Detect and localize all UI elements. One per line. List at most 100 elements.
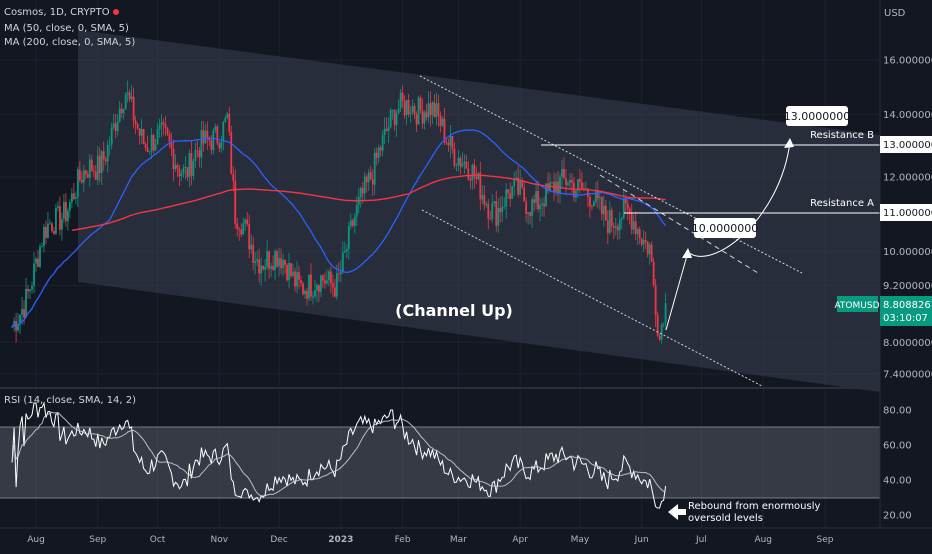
candle[interactable] [523, 181, 526, 202]
candle[interactable] [118, 101, 121, 123]
candle[interactable] [232, 166, 235, 192]
candles[interactable] [11, 80, 667, 344]
candle[interactable] [168, 130, 171, 148]
candle[interactable] [658, 333, 661, 342]
candle[interactable] [218, 141, 221, 152]
candle[interactable] [116, 114, 119, 136]
candle[interactable] [612, 222, 615, 239]
candle[interactable] [132, 87, 135, 129]
candle[interactable] [148, 151, 151, 155]
candle[interactable] [451, 135, 454, 154]
candle[interactable] [184, 156, 187, 180]
candle[interactable] [419, 95, 422, 114]
candle[interactable] [594, 182, 597, 206]
candle[interactable] [136, 122, 139, 130]
candle[interactable] [216, 124, 219, 146]
candle[interactable] [381, 130, 384, 157]
target-callout-10[interactable]: 10.0000000 [692, 218, 758, 238]
candle[interactable] [497, 198, 500, 233]
candle[interactable] [284, 258, 286, 274]
candle[interactable] [642, 230, 645, 252]
candle[interactable] [373, 147, 376, 195]
candle[interactable] [427, 91, 430, 124]
candle[interactable] [463, 154, 466, 174]
candle[interactable] [325, 269, 328, 286]
candle[interactable] [405, 99, 408, 125]
candle[interactable] [100, 150, 103, 185]
candle[interactable] [39, 243, 41, 269]
candle[interactable] [166, 127, 169, 136]
candle[interactable] [499, 196, 502, 223]
candle[interactable] [389, 107, 392, 129]
candle[interactable] [72, 182, 75, 201]
candle[interactable] [409, 105, 412, 123]
candle[interactable] [391, 109, 394, 120]
time-axis[interactable]: Aug Sep Oct Nov Dec 2023 Feb Mar Apr May Jun Jul Aug… [27, 535, 834, 545]
candle[interactable] [385, 117, 388, 132]
candle[interactable] [320, 274, 322, 298]
candle[interactable] [156, 123, 159, 145]
candle[interactable] [290, 262, 292, 279]
candle[interactable] [333, 279, 336, 298]
candle[interactable] [190, 141, 193, 186]
candle[interactable] [453, 142, 456, 169]
candle[interactable] [98, 147, 101, 183]
candle[interactable] [493, 201, 496, 207]
candle[interactable] [644, 231, 647, 249]
candle[interactable] [41, 242, 43, 248]
candle[interactable] [399, 88, 402, 113]
candle[interactable] [461, 152, 464, 168]
candle[interactable] [260, 257, 263, 286]
candle[interactable] [375, 147, 378, 166]
candle[interactable] [596, 180, 599, 209]
candle[interactable] [327, 269, 330, 287]
candle[interactable] [31, 281, 33, 294]
candle[interactable] [274, 248, 276, 280]
candle[interactable] [102, 141, 105, 171]
candle[interactable] [182, 164, 185, 178]
candle[interactable] [457, 149, 460, 172]
candle[interactable] [212, 128, 215, 155]
candle[interactable] [587, 187, 589, 208]
candle[interactable] [178, 164, 181, 187]
candle[interactable] [473, 158, 476, 189]
candle[interactable] [270, 262, 273, 277]
candle[interactable] [369, 165, 372, 181]
candle[interactable] [421, 98, 424, 130]
candle[interactable] [517, 166, 520, 198]
candle[interactable] [292, 264, 294, 278]
candle[interactable] [363, 171, 366, 201]
candle[interactable] [459, 155, 462, 175]
candle[interactable] [154, 138, 157, 152]
candle[interactable] [575, 189, 577, 203]
candle[interactable] [108, 136, 111, 156]
candle[interactable] [252, 236, 255, 271]
ma200-legend[interactable]: MA (200, close, 0, SMA, 5) [4, 37, 136, 48]
candle[interactable] [68, 199, 71, 219]
candle[interactable] [86, 170, 89, 178]
candle[interactable] [361, 181, 364, 204]
candle[interactable] [78, 161, 81, 183]
candle[interactable] [246, 211, 249, 227]
candle[interactable] [254, 252, 257, 275]
candle[interactable] [487, 198, 490, 230]
candle[interactable] [509, 182, 512, 207]
candle[interactable] [29, 288, 31, 299]
candle[interactable] [43, 223, 45, 253]
candle[interactable] [331, 274, 334, 298]
candle[interactable] [343, 241, 346, 253]
candle[interactable] [626, 199, 629, 221]
candle[interactable] [654, 278, 657, 328]
candle[interactable] [507, 189, 510, 199]
candle[interactable] [604, 200, 607, 221]
candle[interactable] [393, 109, 396, 131]
candle[interactable] [256, 250, 259, 267]
candle[interactable] [90, 155, 93, 172]
candle[interactable] [262, 265, 265, 271]
candle[interactable] [236, 217, 239, 237]
candle[interactable] [324, 272, 326, 289]
candle[interactable] [82, 164, 85, 192]
candle[interactable] [491, 194, 494, 223]
candle[interactable] [92, 165, 95, 178]
